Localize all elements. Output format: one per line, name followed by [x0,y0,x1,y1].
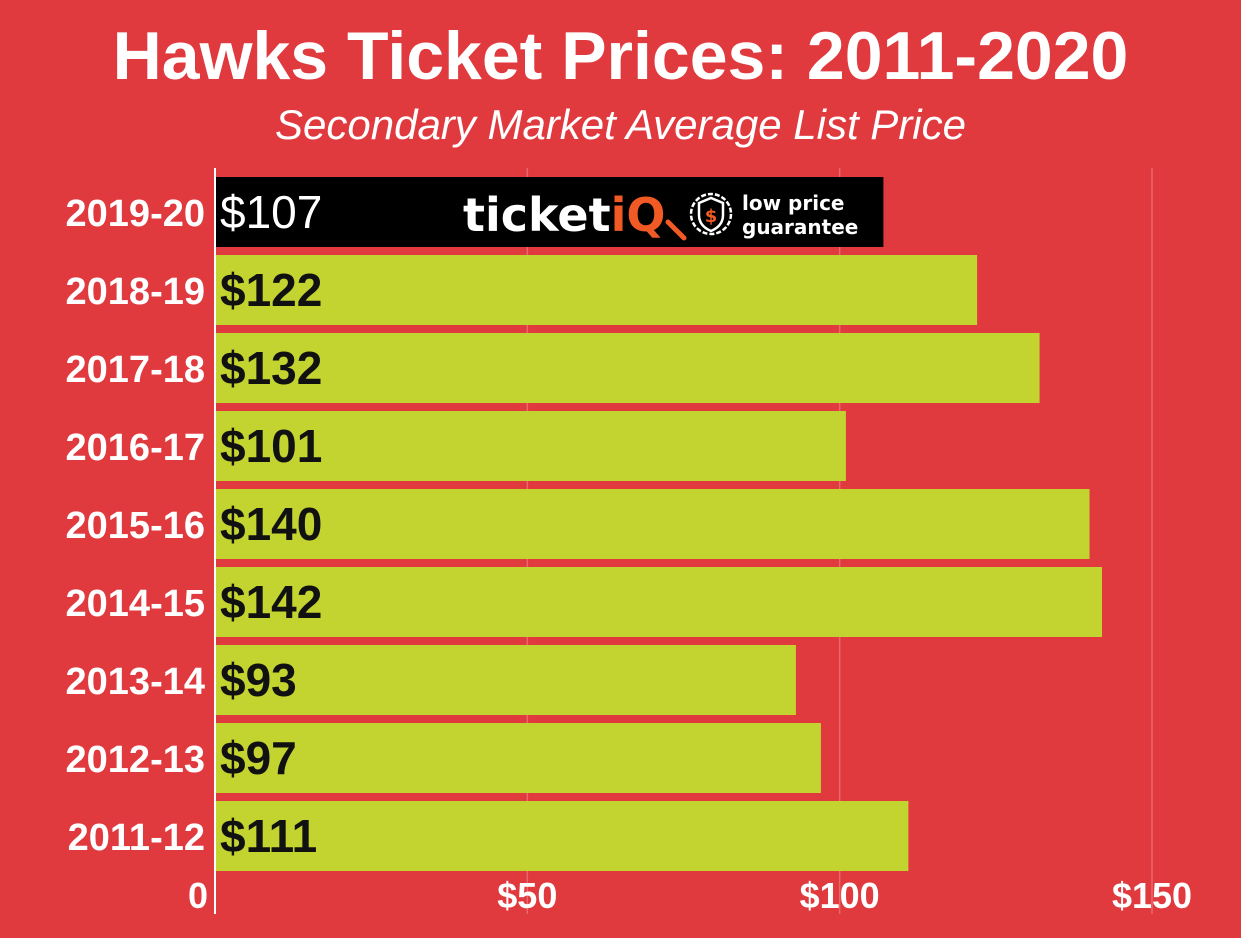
ticketiq-logo: ticketiQ $ low price guarantee [463,188,858,242]
category-labels: 2019-20 2018-19 2017-18 2016-17 2015-16 2014-… [66,193,205,859]
value-label: $142 [220,576,322,628]
shield-dollar-icon: $ [689,192,733,236]
chart-subtitle: Secondary Market Average List Price [275,101,966,148]
logo-tagline-line2: guarantee [742,215,858,239]
bar [215,723,821,793]
x-tick-label: 0 [188,875,208,916]
logo-tagline-line1: low price [742,191,845,215]
value-label: $122 [220,264,322,316]
bar [215,411,846,481]
category-label: 2018-19 [66,271,205,313]
category-label: 2019-20 [66,193,205,235]
bar [215,645,796,715]
value-label: $111 [220,810,317,862]
bar [215,801,909,871]
chart-title: Hawks Ticket Prices: 2011-2020 [112,18,1129,94]
category-label: 2011-12 [68,817,205,859]
x-tick-label: $150 [1112,875,1192,916]
bar [215,333,1040,403]
value-labels: $107 $122 $132 $101 $140 $142 $93 $97 $111 [220,186,322,862]
magnifier-icon [665,219,687,241]
bar [215,255,978,325]
bar [215,177,884,247]
bars [215,177,1103,871]
svg-text:$: $ [705,206,718,227]
category-label: 2012-13 [66,739,205,781]
category-label: 2017-18 [66,349,205,391]
x-tick-labels: 0 $50 $100 $150 [188,875,1192,916]
value-label: $97 [220,732,297,784]
bar [215,489,1090,559]
x-tick-label: $100 [800,875,880,916]
value-label: $140 [220,498,322,550]
category-label: 2016-17 [66,427,205,469]
x-tick-label: $50 [497,875,557,916]
value-label: $132 [220,342,322,394]
value-label: $101 [220,420,322,472]
category-label: 2014-15 [66,583,205,625]
logo-brand-text: ticketiQ [463,188,665,242]
category-label: 2013-14 [66,661,205,703]
bar [215,567,1103,637]
value-label: $93 [220,654,297,706]
logo-brand-suffix: iQ [611,188,666,242]
category-label: 2015-16 [66,505,205,547]
logo-brand-prefix: ticket [463,188,611,242]
value-label: $107 [220,186,322,238]
